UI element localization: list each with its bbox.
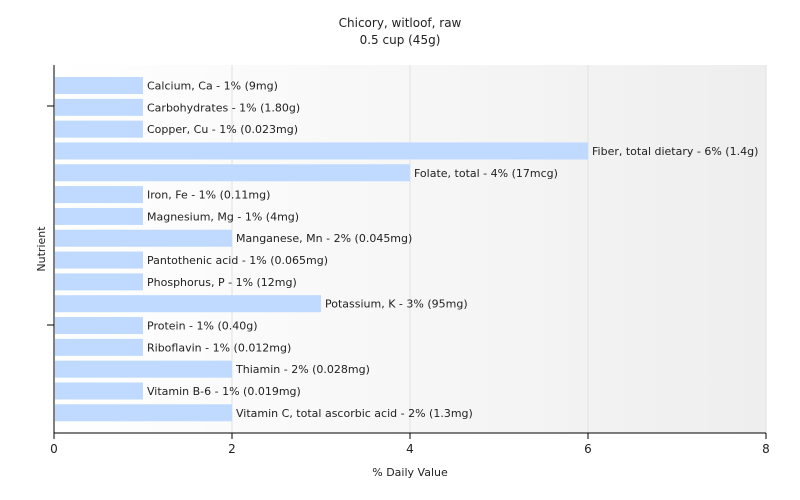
bar-data-label: Vitamin C, total ascorbic acid - 2% (1.3…	[236, 407, 473, 420]
chart-subtitle: 0.5 cup (45g)	[360, 33, 441, 47]
chart-title: Chicory, witloof, raw	[339, 16, 462, 30]
bar-data-label: Magnesium, Mg - 1% (4mg)	[147, 210, 299, 223]
bar-data-label: Manganese, Mn - 2% (0.045mg)	[236, 232, 412, 245]
bar	[55, 186, 143, 204]
bar-data-label: Pantothenic acid - 1% (0.065mg)	[147, 254, 328, 267]
bar	[55, 120, 143, 138]
y-axis-label: Nutrient	[35, 226, 48, 272]
bar-data-label: Riboflavin - 1% (0.012mg)	[147, 341, 291, 354]
bar-data-label: Phosphorus, P - 1% (12mg)	[147, 276, 297, 289]
bar-data-label: Copper, Cu - 1% (0.023mg)	[147, 123, 298, 136]
x-tick-label: 0	[50, 442, 58, 456]
bar-data-label: Thiamin - 2% (0.028mg)	[235, 363, 370, 376]
bar	[55, 382, 143, 400]
bar	[55, 229, 232, 247]
bar-data-label: Vitamin B-6 - 1% (0.019mg)	[147, 385, 301, 398]
bars	[55, 77, 588, 422]
bar	[55, 142, 588, 160]
x-axis-label: % Daily Value	[372, 466, 448, 479]
bar	[55, 360, 232, 378]
bar	[55, 207, 143, 225]
bar	[55, 273, 143, 291]
bar-data-label: Folate, total - 4% (17mcg)	[414, 167, 558, 180]
x-tick-label: 8	[762, 442, 770, 456]
bar	[55, 77, 143, 94]
bar	[55, 338, 143, 356]
bar-data-label: Protein - 1% (0.40g)	[147, 320, 258, 333]
bar	[55, 295, 321, 313]
bar-data-label: Carbohydrates - 1% (1.80g)	[147, 101, 300, 114]
bar	[55, 251, 143, 269]
x-tick-label: 4	[406, 442, 414, 456]
bar	[55, 164, 410, 182]
bar-data-label: Iron, Fe - 1% (0.11mg)	[147, 189, 270, 202]
bar-data-label: Calcium, Ca - 1% (9mg)	[147, 80, 278, 93]
bar-data-label: Fiber, total dietary - 6% (1.4g)	[592, 145, 758, 158]
bar	[55, 317, 143, 335]
x-tick-label: 6	[584, 442, 592, 456]
bar	[55, 98, 143, 116]
bar	[55, 404, 232, 422]
x-axis-ticks: 0 2 4 6 8	[50, 433, 770, 456]
bar-labels: Calcium, Ca - 1% (9mg) Carbohydrates - 1%…	[147, 80, 758, 420]
x-tick-label: 2	[228, 442, 236, 456]
bar-data-label: Potassium, K - 3% (95mg)	[325, 298, 468, 311]
